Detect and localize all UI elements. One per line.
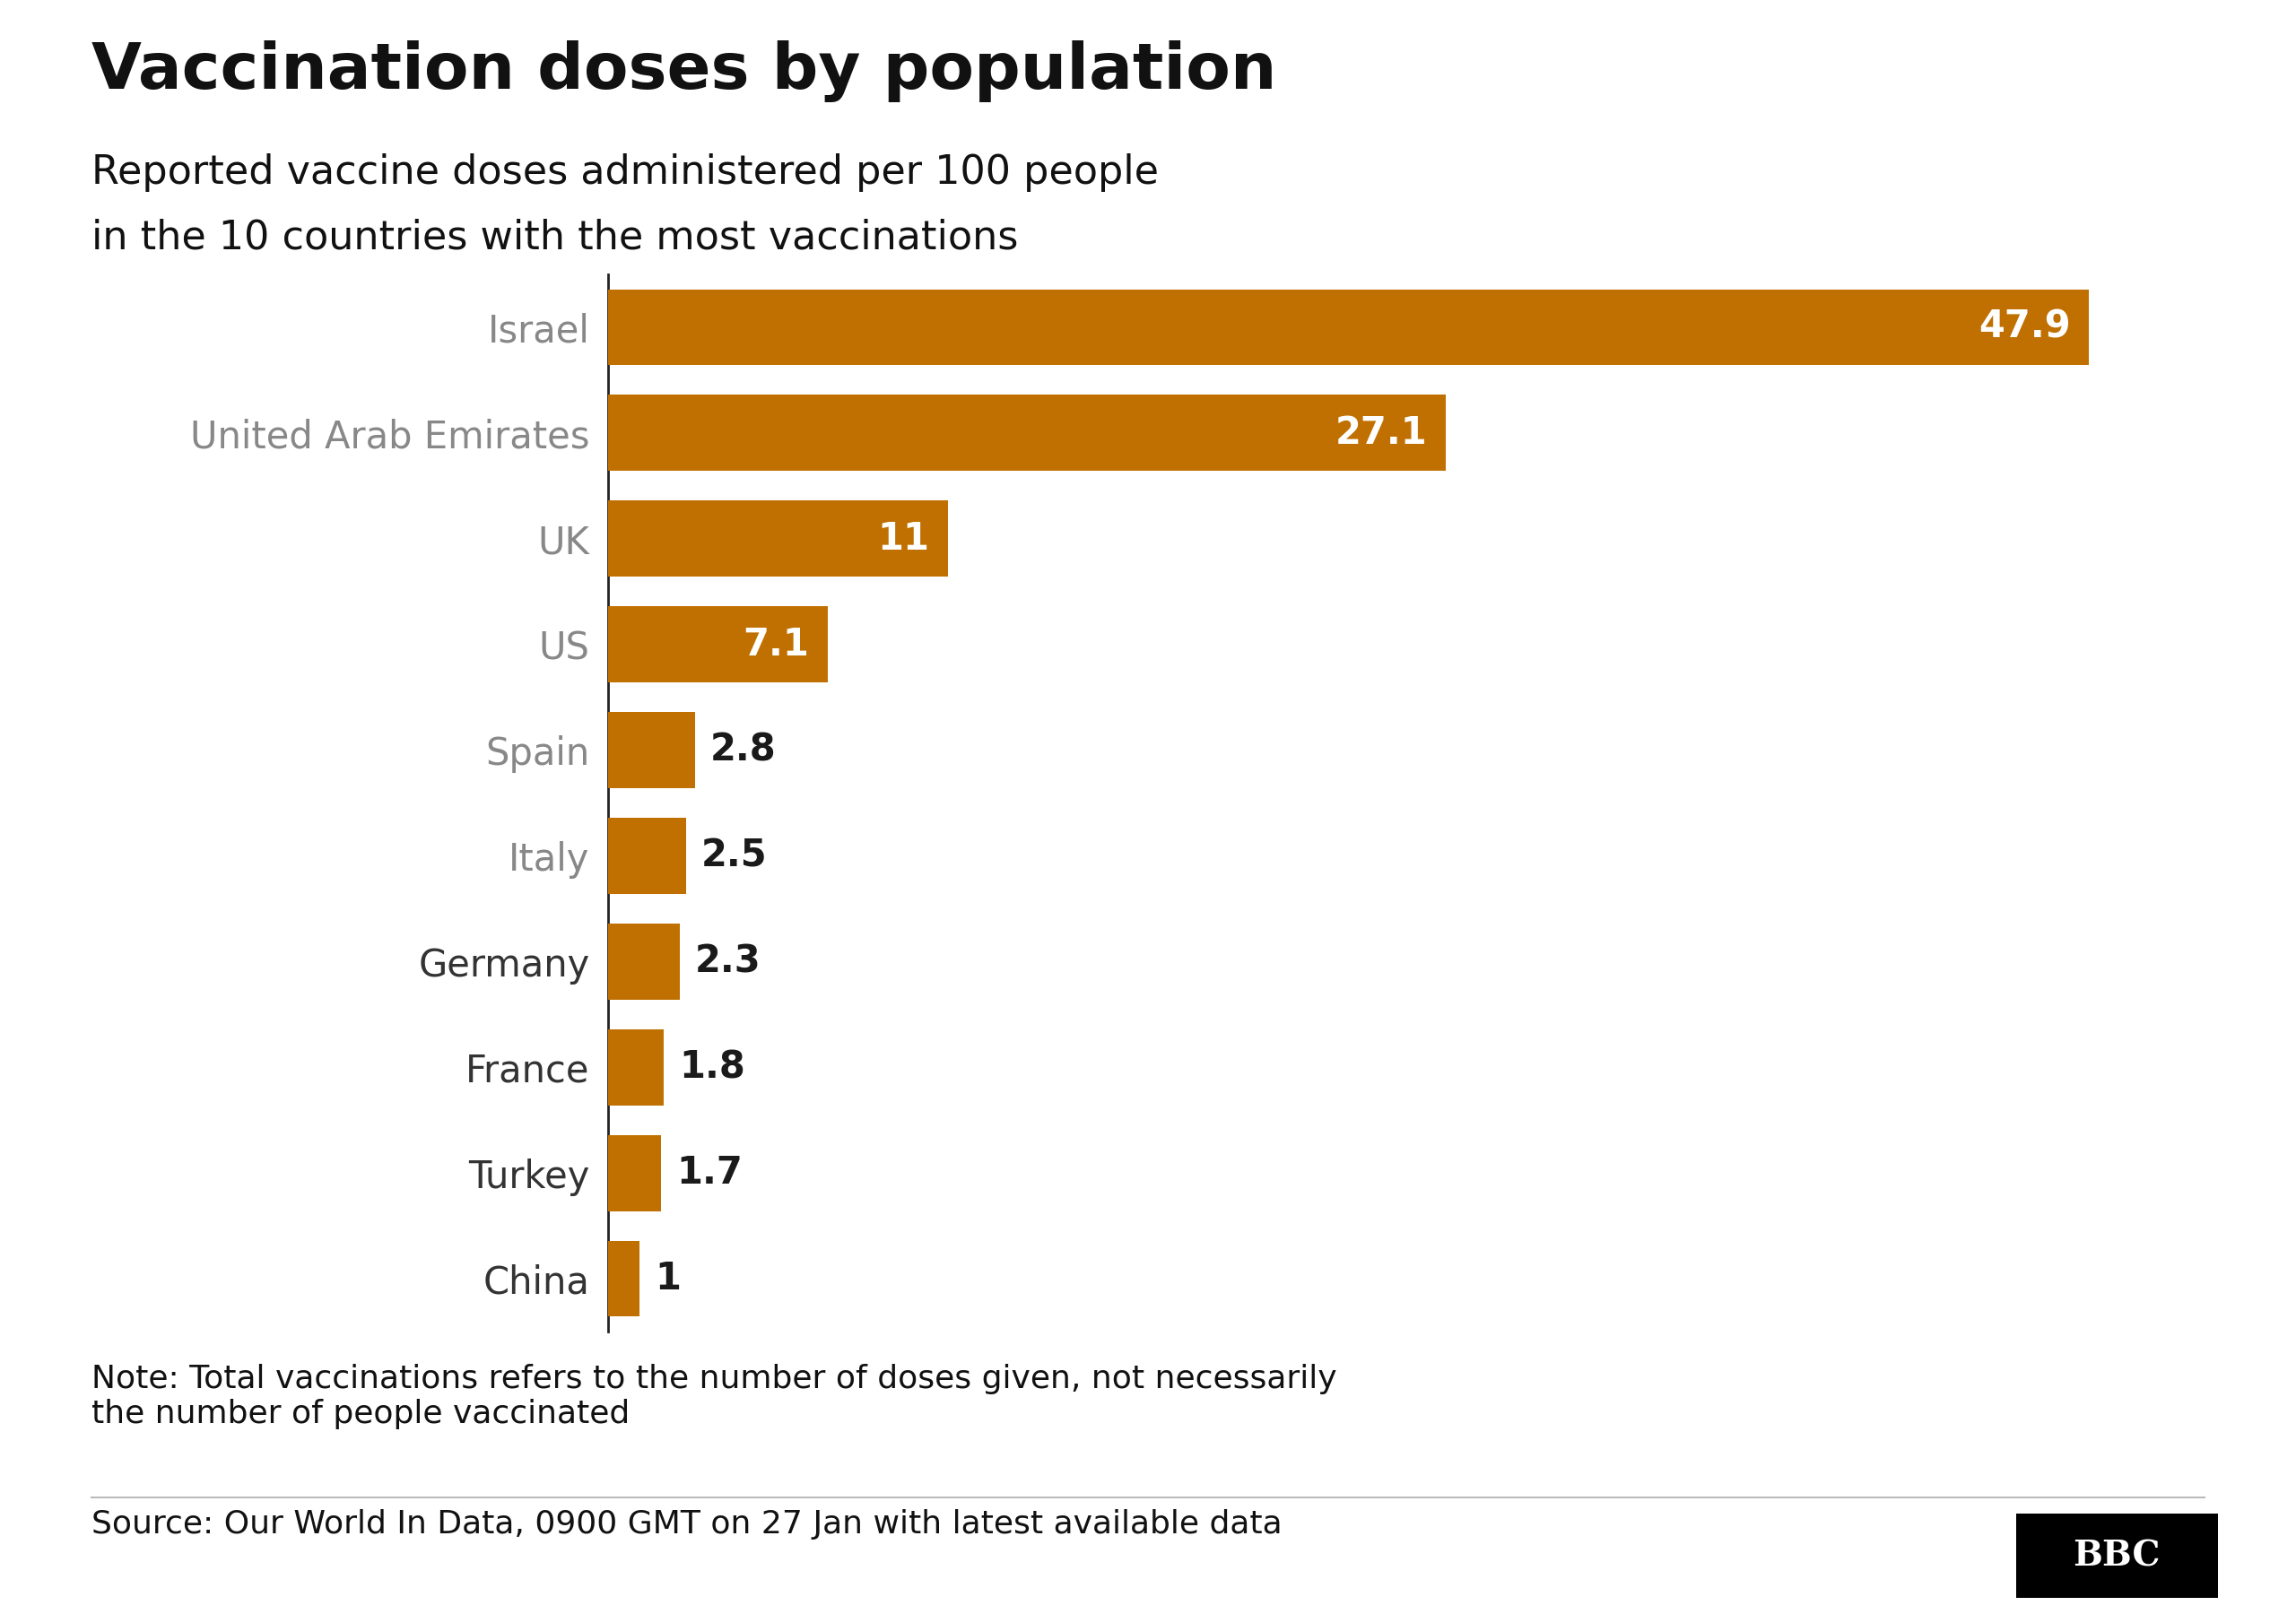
Bar (608, 1135, 661, 1210)
Bar (608, 395, 1446, 471)
Bar (608, 712, 696, 788)
Text: Source: Our World In Data, 0900 GMT on 27 Jan with latest available data: Source: Our World In Data, 0900 GMT on 2… (92, 1509, 1283, 1540)
Bar (608, 289, 2089, 365)
Text: 1: 1 (654, 1261, 682, 1298)
Text: 1.7: 1.7 (677, 1154, 742, 1191)
Bar (608, 923, 680, 999)
Text: 11: 11 (877, 520, 930, 557)
Bar (608, 607, 829, 683)
Text: 2.8: 2.8 (709, 731, 776, 768)
Bar (608, 1030, 664, 1106)
Bar (608, 1241, 638, 1317)
Text: Note: Total vaccinations refers to the number of doses given, not necessarily
th: Note: Total vaccinations refers to the n… (92, 1364, 1336, 1430)
Text: 2.5: 2.5 (700, 838, 767, 875)
Text: 2.3: 2.3 (696, 943, 762, 980)
Text: in the 10 countries with the most vaccinations: in the 10 countries with the most vaccin… (92, 218, 1019, 257)
Bar (608, 818, 687, 894)
Text: Vaccination doses by population: Vaccination doses by population (92, 40, 1277, 102)
Text: Reported vaccine doses administered per 100 people: Reported vaccine doses administered per … (92, 153, 1159, 192)
Text: 1.8: 1.8 (680, 1049, 746, 1086)
Text: 27.1: 27.1 (1336, 415, 1428, 452)
Text: 7.1: 7.1 (744, 626, 810, 663)
Text: BBC: BBC (2073, 1538, 2161, 1574)
Text: 47.9: 47.9 (1979, 308, 2071, 345)
Bar (608, 500, 948, 576)
